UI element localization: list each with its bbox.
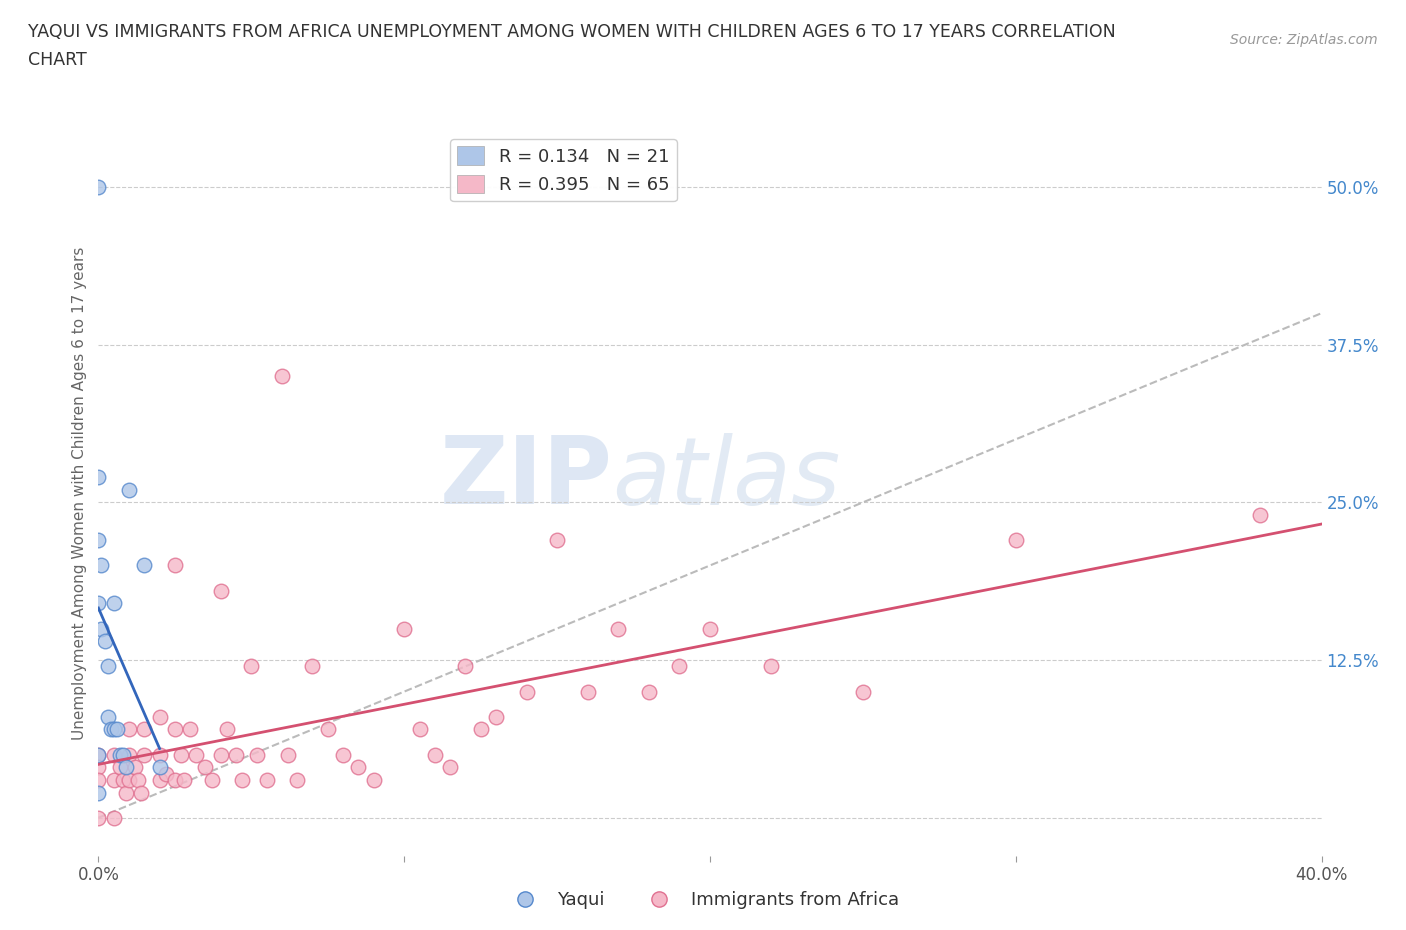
Point: [240, 659, 263, 674]
Point: [118, 483, 141, 498]
Point: [285, 773, 308, 788]
Point: [668, 659, 690, 674]
Point: [105, 722, 128, 737]
Point: [87, 760, 110, 775]
Point: [90, 621, 112, 636]
Point: [155, 766, 177, 781]
Point: [87, 785, 110, 800]
Point: [215, 722, 238, 737]
Point: [1249, 508, 1271, 523]
Point: [87, 470, 110, 485]
Point: [256, 773, 278, 788]
Point: [200, 773, 222, 788]
Point: [115, 760, 138, 775]
Point: [103, 810, 125, 825]
Point: [163, 773, 186, 788]
Point: [173, 773, 195, 788]
Point: [1004, 533, 1026, 548]
Point: [103, 722, 125, 737]
Point: [118, 747, 141, 762]
Text: CHART: CHART: [28, 51, 87, 69]
Point: [103, 773, 125, 788]
Point: [194, 760, 217, 775]
Point: [516, 684, 538, 699]
Point: [852, 684, 875, 699]
Point: [179, 722, 201, 737]
Point: [87, 596, 110, 611]
Point: [277, 747, 299, 762]
Point: [163, 558, 186, 573]
Point: [87, 533, 110, 548]
Point: [129, 785, 152, 800]
Point: [246, 747, 269, 762]
Point: [93, 633, 115, 648]
Point: [149, 747, 172, 762]
Point: [225, 747, 247, 762]
Point: [134, 722, 156, 737]
Point: [127, 773, 149, 788]
Point: [134, 558, 156, 573]
Point: [470, 722, 492, 737]
Point: [607, 621, 630, 636]
Point: [439, 760, 461, 775]
Point: [209, 747, 232, 762]
Legend: R = 0.134   N = 21, R = 0.395   N = 65: R = 0.134 N = 21, R = 0.395 N = 65: [450, 140, 676, 202]
Point: [87, 747, 110, 762]
Point: [87, 747, 110, 762]
Legend: Yaqui, Immigrants from Africa: Yaqui, Immigrants from Africa: [499, 884, 907, 916]
Point: [408, 722, 430, 737]
Point: [637, 684, 661, 699]
Point: [316, 722, 339, 737]
Point: [87, 773, 110, 788]
Text: ZIP: ZIP: [439, 432, 612, 525]
Point: [97, 659, 120, 674]
Point: [108, 747, 131, 762]
Point: [124, 760, 146, 775]
Point: [87, 179, 110, 194]
Point: [97, 710, 120, 724]
Text: Source: ZipAtlas.com: Source: ZipAtlas.com: [1230, 33, 1378, 46]
Point: [103, 596, 125, 611]
Point: [699, 621, 721, 636]
Point: [231, 773, 253, 788]
Point: [118, 773, 141, 788]
Point: [209, 583, 232, 598]
Point: [363, 773, 385, 788]
Point: [759, 659, 782, 674]
Point: [149, 773, 172, 788]
Point: [301, 659, 323, 674]
Text: atlas: atlas: [612, 432, 841, 524]
Point: [111, 747, 134, 762]
Point: [163, 722, 186, 737]
Point: [100, 722, 122, 737]
Point: [134, 747, 156, 762]
Point: [111, 773, 134, 788]
Point: [546, 533, 568, 548]
Text: YAQUI VS IMMIGRANTS FROM AFRICA UNEMPLOYMENT AMONG WOMEN WITH CHILDREN AGES 6 TO: YAQUI VS IMMIGRANTS FROM AFRICA UNEMPLOY…: [28, 23, 1116, 41]
Point: [332, 747, 354, 762]
Point: [576, 684, 599, 699]
Point: [115, 785, 138, 800]
Y-axis label: Unemployment Among Women with Children Ages 6 to 17 years: Unemployment Among Women with Children A…: [72, 246, 87, 739]
Point: [90, 558, 112, 573]
Point: [118, 722, 141, 737]
Point: [454, 659, 477, 674]
Point: [170, 747, 193, 762]
Point: [149, 760, 172, 775]
Point: [108, 760, 131, 775]
Point: [347, 760, 370, 775]
Point: [186, 747, 208, 762]
Point: [485, 710, 508, 724]
Point: [270, 369, 292, 384]
Point: [149, 710, 172, 724]
Point: [423, 747, 446, 762]
Point: [87, 810, 110, 825]
Point: [103, 747, 125, 762]
Point: [392, 621, 416, 636]
